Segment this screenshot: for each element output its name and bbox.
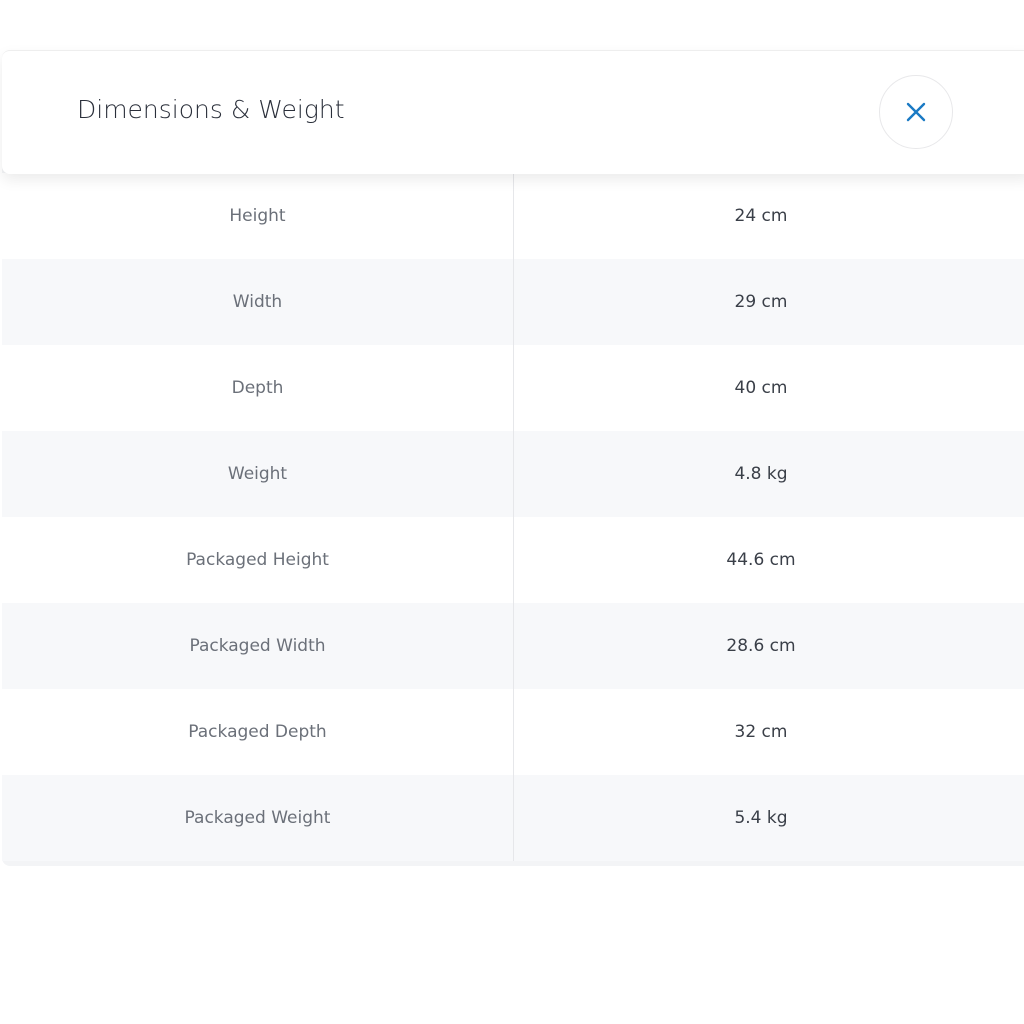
modal-title: Dimensions & Weight — [77, 95, 345, 124]
row-label: Height — [2, 173, 514, 259]
specs-table: Height 24 cm Width 29 cm Depth 40 cm Weight… — [2, 173, 1024, 861]
row-value: 28.6 cm — [726, 636, 796, 656]
table-row: Weight 4.8 kg — [2, 431, 1024, 517]
table-row: Packaged Depth 32 cm — [2, 689, 1024, 775]
close-icon — [906, 102, 926, 122]
table-row: Height 24 cm — [2, 173, 1024, 259]
row-label: Packaged Height — [2, 517, 514, 603]
row-value: 24 cm — [734, 206, 788, 226]
modal-header: Dimensions & Weight — [2, 50, 1024, 174]
row-label: Packaged Weight — [2, 775, 514, 861]
table-row: Width 29 cm — [2, 259, 1024, 345]
row-value: 32 cm — [734, 722, 788, 742]
row-label: Width — [2, 259, 514, 345]
row-label: Depth — [2, 345, 514, 431]
row-value: 29 cm — [734, 292, 788, 312]
row-label: Weight — [2, 431, 514, 517]
row-value: 4.8 kg — [734, 464, 788, 484]
table-row: Packaged Width 28.6 cm — [2, 603, 1024, 689]
table-row: Packaged Weight 5.4 kg — [2, 775, 1024, 861]
row-label: Packaged Width — [2, 603, 514, 689]
close-button[interactable] — [879, 75, 953, 149]
table-row: Depth 40 cm — [2, 345, 1024, 431]
row-value: 40 cm — [734, 378, 788, 398]
row-value: 5.4 kg — [734, 808, 788, 828]
table-row: Packaged Height 44.6 cm — [2, 517, 1024, 603]
row-value: 44.6 cm — [726, 550, 796, 570]
row-label: Packaged Depth — [2, 689, 514, 775]
